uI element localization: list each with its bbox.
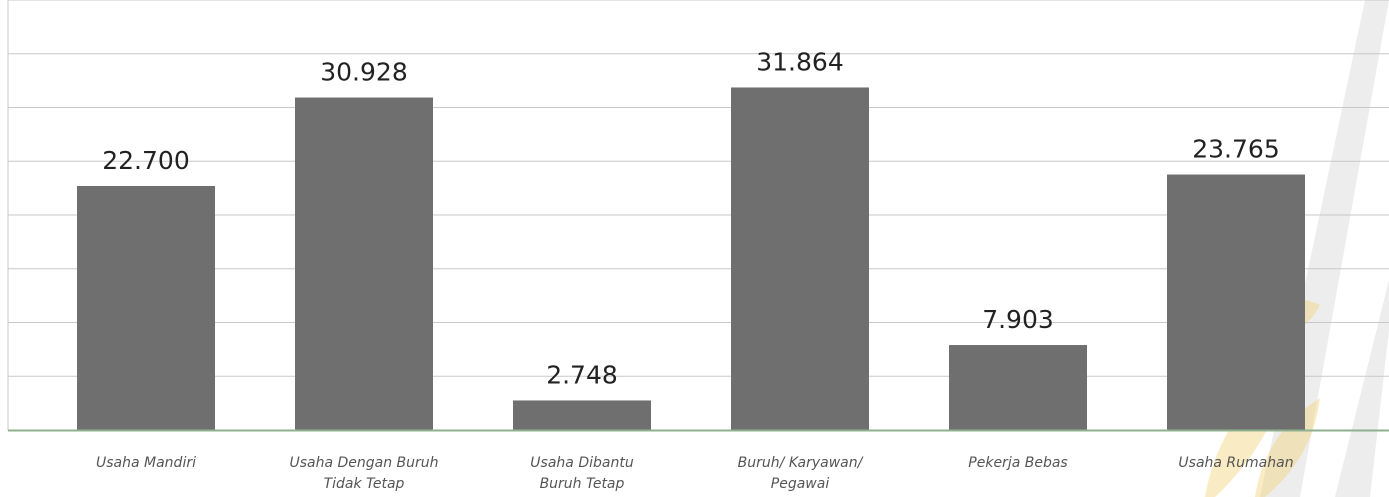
category-label-line: Tidak Tetap — [324, 476, 405, 492]
category-label: Usaha Dibantu Buruh Tetap — [530, 455, 634, 492]
category-label: Usaha Mandiri — [96, 455, 196, 471]
bar-value-label: 2.748 — [546, 360, 618, 389]
watermark-stripe — [1335, 280, 1389, 497]
category-label-line: Usaha Rumahan — [1178, 455, 1293, 471]
value-labels-group: 22.700 30.928 2.748 31.864 7.903 23.765 — [102, 47, 1279, 389]
bar — [731, 87, 869, 430]
bar — [1167, 175, 1305, 430]
bar — [513, 400, 651, 430]
category-label-line: Pekerja Bebas — [968, 455, 1067, 471]
category-label-line: Buruh/ Karyawan/ — [738, 455, 864, 471]
bar-value-label: 23.765 — [1192, 135, 1279, 164]
category-label-line: Buruh Tetap — [540, 476, 625, 492]
bar — [949, 345, 1087, 430]
bar-value-label: 7.903 — [982, 305, 1054, 334]
bars-group — [77, 87, 1305, 430]
category-label-line: Usaha Mandiri — [96, 455, 196, 471]
bar-value-label: 31.864 — [756, 47, 843, 76]
bar — [77, 186, 215, 430]
category-label-line: Usaha Dengan Buruh — [289, 455, 438, 471]
category-label: Buruh/ Karyawan/Pegawai — [738, 455, 864, 492]
bar — [295, 98, 433, 430]
category-labels-group: Usaha Mandiri Usaha Dengan Buruh Tidak Tet… — [96, 455, 1294, 492]
category-label-line: Usaha Dibantu — [530, 455, 634, 471]
category-label-line: Pegawai — [771, 476, 830, 492]
category-label: Pekerja Bebas — [968, 455, 1067, 471]
category-label: Usaha Rumahan — [1178, 455, 1293, 471]
category-label: Usaha Dengan Buruh Tidak Tetap — [289, 455, 438, 492]
bar-value-label: 22.700 — [102, 146, 189, 175]
bar-value-label: 30.928 — [320, 58, 407, 87]
